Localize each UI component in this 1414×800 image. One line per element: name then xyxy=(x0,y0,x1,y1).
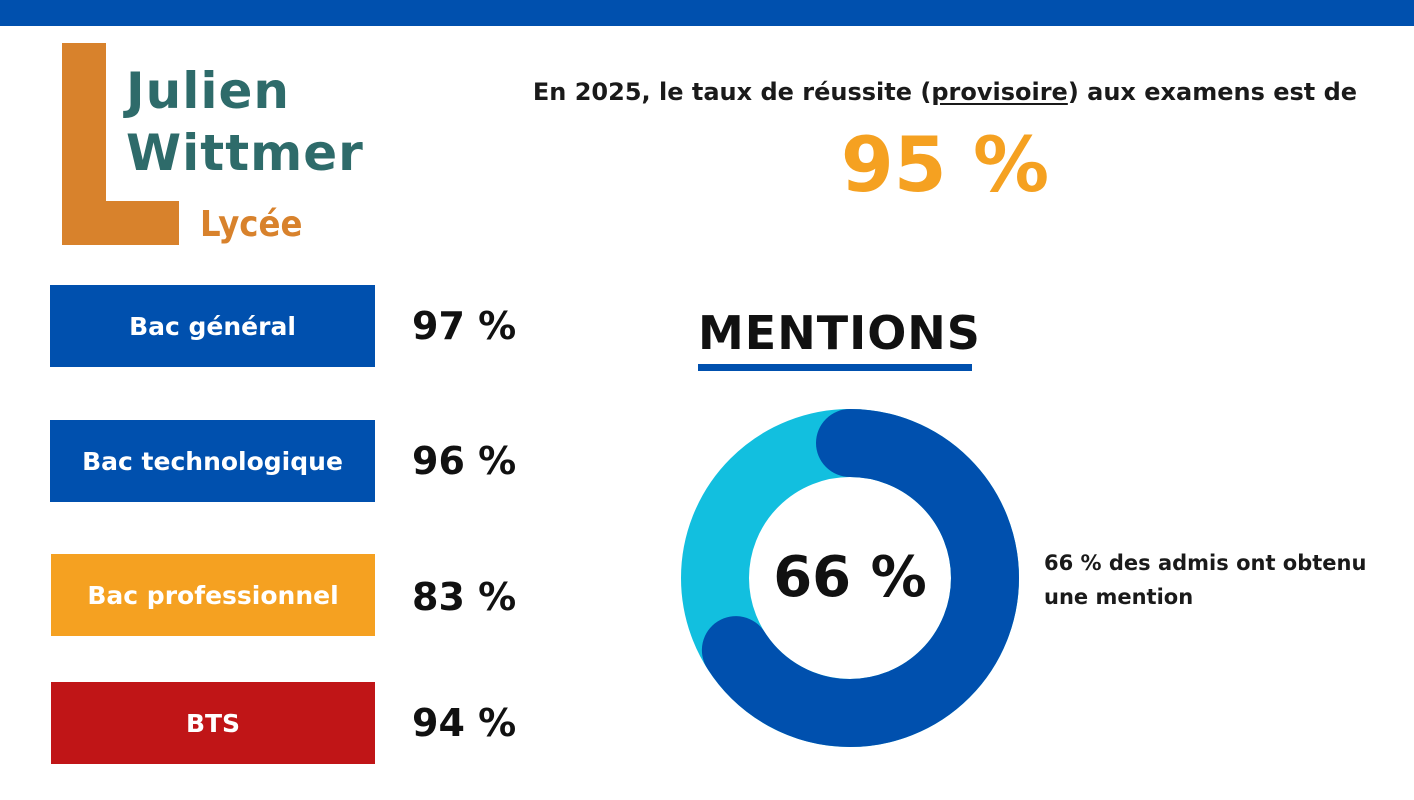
exam-label-bts: BTS xyxy=(51,682,375,764)
mentions-donut-chart xyxy=(681,409,1019,747)
headline-after: ) aux examens est de xyxy=(1067,78,1358,106)
logo-word-lycee: Lycée xyxy=(200,204,303,245)
logo-word-julien: Julien xyxy=(126,62,290,120)
overall-rate: 95 % xyxy=(840,120,1050,209)
mentions-title: MENTIONS xyxy=(698,306,981,360)
exam-label-bac-professionnel: Bac professionnel xyxy=(51,554,375,636)
school-logo: Julien Wittmer Lycée xyxy=(62,43,382,258)
logo-word-wittmer: Wittmer xyxy=(126,124,364,182)
donut-slice-mentions xyxy=(681,409,1019,747)
exam-rate-bac-general: 97 % xyxy=(412,304,517,348)
mentions-note: 66 % des admis ont obtenu une mention xyxy=(1044,551,1367,609)
exam-rate-bac-technologique: 96 % xyxy=(412,439,517,483)
exam-label-bac-technologique: Bac technologique xyxy=(50,420,375,502)
headline-before: En 2025, le taux de réussite ( xyxy=(532,78,932,106)
donut-center-value: 66 % xyxy=(773,545,927,610)
headline: En 2025, le taux de réussite (provisoire… xyxy=(500,78,1390,106)
mentions-title-underline xyxy=(698,364,972,371)
headline-provisoire: provisoire xyxy=(931,78,1068,106)
exam-rate-bts: 94 % xyxy=(412,701,517,745)
logo-l-mark-base xyxy=(62,201,179,245)
exam-label-bac-general: Bac général xyxy=(50,285,375,367)
top-bar xyxy=(0,0,1414,26)
exam-rate-bac-professionnel: 83 % xyxy=(412,575,517,619)
